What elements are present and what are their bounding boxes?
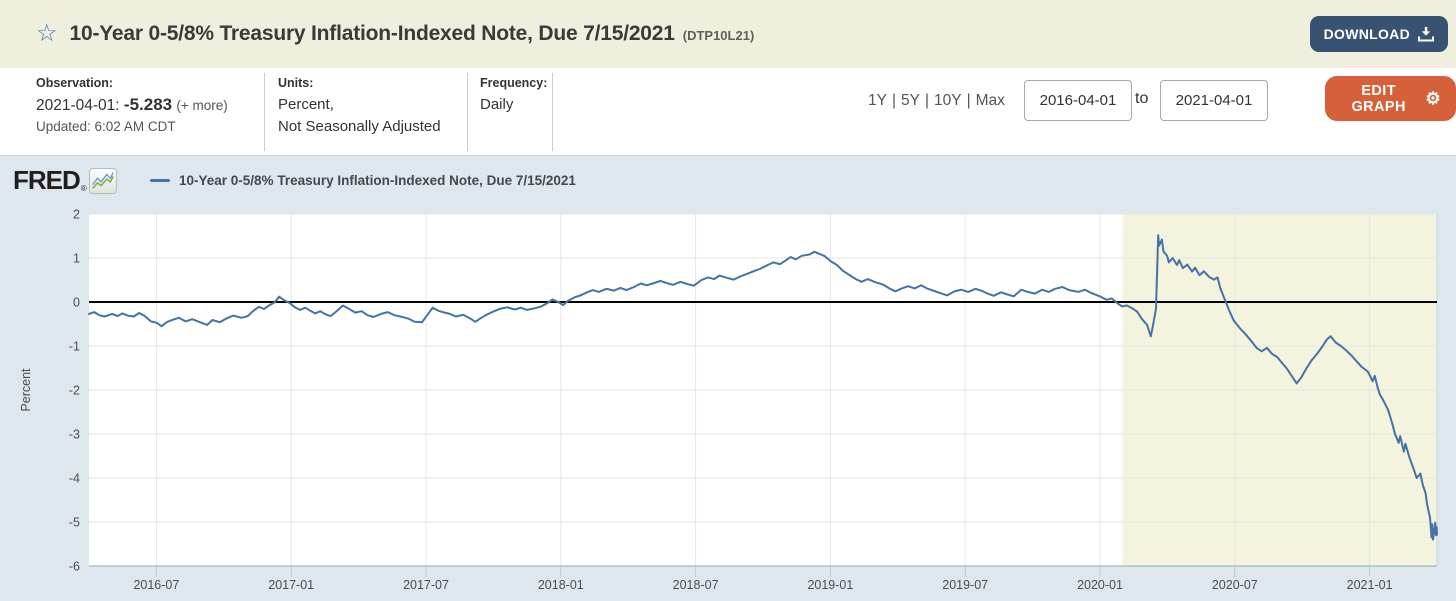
meta-columns: Observation: 2021-04-01: -5.283 (+ more)… (0, 68, 1456, 151)
edit-graph-button-label: EDIT GRAPH (1351, 82, 1406, 115)
date-range-to-label: to (1135, 90, 1149, 107)
date-to-input[interactable] (1160, 80, 1268, 121)
frequency-value: Daily (480, 96, 514, 113)
range-link-max[interactable]: Max (975, 92, 1005, 109)
time-series-chart[interactable]: 2016-07 2017-01 2017-07 2018-01 2018-07 2019-… (0, 156, 1456, 601)
download-button[interactable]: DOWNLOAD (1309, 16, 1448, 52)
meta-bar: Observation: 2021-04-01: -5.283 (+ more)… (0, 68, 1456, 155)
page-title: 10-Year 0-5/8% Treasury Inflation-Indexe… (69, 22, 675, 45)
observation-line: 2021-04-01: -5.283 (+ more) (36, 95, 264, 115)
range-link-separator: | (966, 92, 971, 109)
observation-value: -5.283 (123, 95, 173, 114)
favorite-star-icon[interactable]: ☆ (36, 20, 58, 47)
y-axis-title: Percent (19, 368, 33, 412)
edit-graph-button[interactable]: EDIT GRAPH ⚙ (1325, 76, 1456, 121)
units-value: Percent, Not Seasonally Adjusted (278, 94, 467, 138)
date-from-input[interactable] (1024, 80, 1132, 121)
fred-logo-text: FRED (13, 165, 81, 195)
range-link-separator: | (891, 92, 896, 109)
observation-column: Observation: 2021-04-01: -5.283 (+ more)… (0, 73, 265, 151)
download-icon (1418, 26, 1434, 41)
range-link-separator: | (924, 92, 929, 109)
fred-logo-registered-mark: ® (80, 184, 87, 193)
series-id: (DTP10L21) (682, 28, 755, 43)
units-label: Units: (278, 76, 314, 90)
legend-line-swatch (150, 178, 170, 183)
observation-date: 2021-04-01: (36, 97, 120, 114)
y-axis-label: 0 (73, 296, 80, 310)
x-axis-label: 2019-07 (942, 578, 988, 592)
observation-label: Observation: (36, 76, 114, 90)
legend-label: 10-Year 0-5/8% Treasury Inflation-Indexe… (179, 173, 576, 188)
units-column: Units: Percent, Not Seasonally Adjusted (265, 73, 468, 151)
frequency-column: Frequency: Daily (468, 73, 553, 151)
units-line1: Percent, (278, 96, 334, 113)
x-axis-label: 2017-07 (403, 578, 449, 592)
fred-logo-chart-icon (88, 167, 117, 194)
x-axis-label: 2019-01 (807, 578, 853, 592)
x-axis-label: 2021-01 (1347, 578, 1393, 592)
y-axis-label: -6 (69, 560, 80, 574)
chart-panel: FRED ® 10-Year 0-5/8% Treasury Inflation… (0, 155, 1456, 601)
range-links: 1Y | 5Y | 10Y | Max (868, 92, 1005, 110)
units-line2: Not Seasonally Adjusted (278, 117, 441, 135)
download-button-label: DOWNLOAD (1323, 26, 1410, 42)
range-link-5y[interactable]: 5Y (901, 92, 920, 109)
y-axis-label: -1 (69, 340, 80, 354)
y-axis-label: -3 (69, 428, 80, 442)
fred-logo[interactable]: FRED ® (13, 165, 117, 196)
x-axis-label: 2017-01 (268, 578, 314, 592)
series-line (88, 234, 1438, 541)
x-axis-label: 2018-01 (538, 578, 584, 592)
observation-updated: Updated: 6:02 AM CDT (36, 119, 176, 134)
range-link-1y[interactable]: 1Y (868, 92, 887, 109)
y-axis-label: -2 (69, 384, 80, 398)
observation-more-link[interactable]: (+ more) (176, 98, 228, 113)
x-axis-label: 2020-07 (1212, 578, 1258, 592)
range-link-10y[interactable]: 10Y (934, 92, 962, 109)
y-axis-label: -4 (69, 472, 80, 486)
x-axis-label: 2016-07 (133, 578, 179, 592)
frequency-label: Frequency: (480, 76, 548, 90)
y-axis-label: 1 (73, 252, 80, 266)
x-axis-label: 2018-07 (673, 578, 719, 592)
gear-icon: ⚙ (1425, 89, 1441, 108)
chart-legend: 10-Year 0-5/8% Treasury Inflation-Indexe… (150, 173, 576, 188)
y-axis-label: -5 (69, 516, 80, 530)
series-header: ☆ 10-Year 0-5/8% Treasury Inflation-Inde… (0, 0, 1456, 68)
x-axis-label: 2020-01 (1077, 578, 1123, 592)
title-wrap: 10-Year 0-5/8% Treasury Inflation-Indexe… (70, 22, 755, 46)
y-axis-label: 2 (73, 208, 80, 222)
